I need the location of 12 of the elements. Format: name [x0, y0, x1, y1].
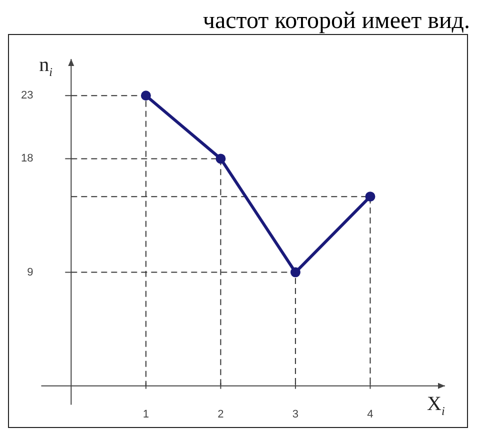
y-tick-label: 18	[20, 152, 34, 165]
x-tick-label: 1	[142, 408, 149, 420]
x-tick-label: 3	[292, 408, 299, 420]
point	[290, 267, 300, 278]
y-tick-label: 9	[27, 266, 34, 278]
point	[365, 192, 376, 202]
point	[216, 154, 226, 164]
x-tick-label: 2	[218, 408, 224, 420]
text: частот которой имеет вид.	[202, 8, 470, 34]
x-tick-label: 4	[367, 408, 374, 420]
point	[140, 90, 151, 101]
y-tick-label: 23	[20, 90, 34, 102]
